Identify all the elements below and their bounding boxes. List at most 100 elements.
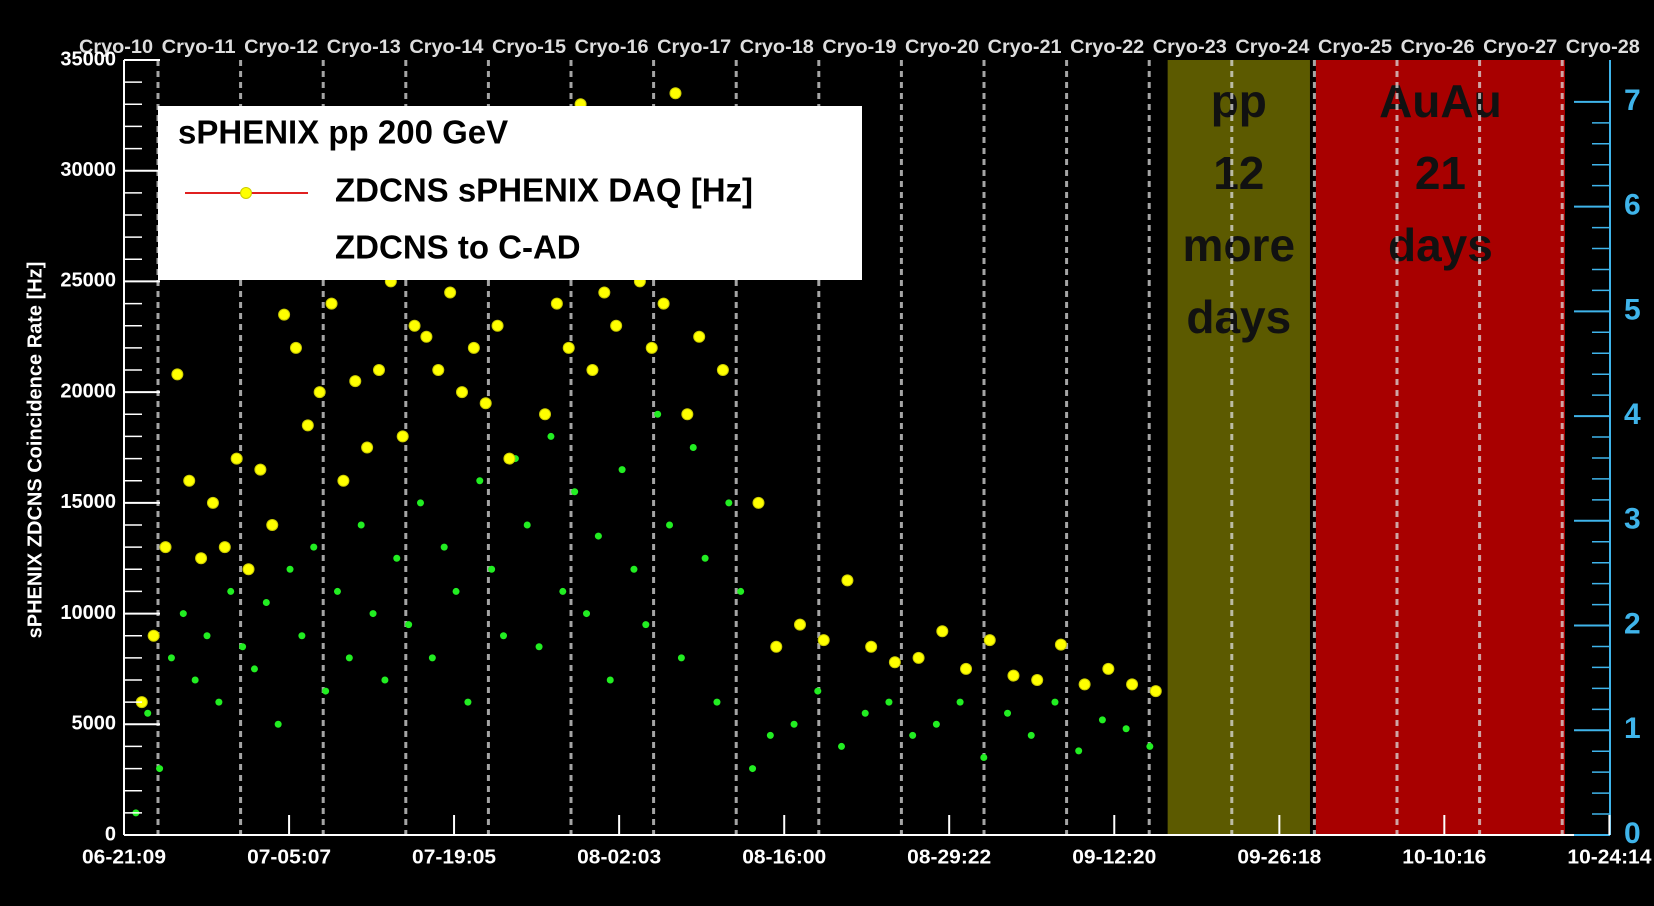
y-tick-label: 35000 xyxy=(60,48,116,70)
point xyxy=(310,543,318,551)
point xyxy=(645,341,658,354)
y2-tick-label: 3 xyxy=(1624,503,1641,536)
point xyxy=(912,651,925,664)
point xyxy=(203,632,211,640)
point xyxy=(1004,709,1012,717)
point xyxy=(440,543,448,551)
point xyxy=(393,554,401,562)
legend-marker xyxy=(240,187,252,199)
point xyxy=(642,621,650,629)
point xyxy=(701,554,709,562)
point xyxy=(610,319,623,332)
point xyxy=(562,341,575,354)
y-axis-label: sPHENIX ZDCNS Coincidence Rate [Hz] xyxy=(24,262,46,639)
regions: pp 12 more days AuAu 21 days xyxy=(1167,60,1565,835)
top-label: Cryo-12 xyxy=(244,37,318,58)
x-tick-label: 07-19:05 xyxy=(412,846,496,868)
top-label: Cryo-18 xyxy=(740,37,814,58)
region-label: days xyxy=(1186,291,1291,343)
point xyxy=(467,341,480,354)
y-tick-label: 0 xyxy=(105,823,116,845)
point xyxy=(325,297,338,310)
point xyxy=(156,765,164,773)
top-label: Cryo-16 xyxy=(575,37,649,58)
legend-label: ZDCNS to C-AD xyxy=(335,229,581,266)
top-label: Cryo-13 xyxy=(327,37,401,58)
legend-title: sPHENIX pp 200 GeV xyxy=(178,114,508,151)
y2-tick-label: 2 xyxy=(1624,607,1641,640)
point xyxy=(666,521,674,529)
point xyxy=(1075,747,1083,755)
top-label: Cryo-26 xyxy=(1401,37,1475,58)
point xyxy=(1031,674,1044,686)
x-tick-label: 08-16:00 xyxy=(742,846,826,868)
point xyxy=(298,632,306,640)
point xyxy=(301,419,314,432)
point xyxy=(455,386,468,399)
point xyxy=(239,643,247,651)
point xyxy=(286,565,294,573)
point xyxy=(1051,698,1059,706)
point xyxy=(1126,678,1139,691)
point xyxy=(885,698,893,706)
point xyxy=(254,463,267,476)
axes: Cryo-10 Cryo-11 Cryo-12 Cryo-13 Cryo-14 Cryo-… xyxy=(60,37,1652,868)
top-label: Cryo-28 xyxy=(1566,37,1640,58)
point xyxy=(262,599,270,606)
x-tick-label: 10-24:14 xyxy=(1567,846,1652,868)
point xyxy=(936,625,949,638)
top-label: Cryo-14 xyxy=(409,37,483,58)
point xyxy=(523,521,531,529)
point xyxy=(500,632,508,640)
point xyxy=(381,676,389,684)
point xyxy=(420,330,433,343)
point xyxy=(227,587,235,595)
point xyxy=(980,754,988,761)
point xyxy=(337,474,350,487)
point xyxy=(583,610,591,618)
point xyxy=(144,709,152,717)
y-tick-label: 25000 xyxy=(60,270,116,292)
point xyxy=(654,410,662,418)
point xyxy=(865,640,878,653)
top-label: Cryo-10 xyxy=(79,37,153,58)
point xyxy=(218,541,231,554)
point xyxy=(559,587,567,595)
point xyxy=(770,640,783,653)
region xyxy=(1315,60,1565,835)
point xyxy=(606,676,614,684)
y2-tick-label: 1 xyxy=(1624,712,1641,745)
point xyxy=(618,466,626,474)
point xyxy=(586,364,599,376)
point xyxy=(250,665,258,673)
region-label: 12 xyxy=(1213,147,1264,199)
top-label: Cryo-27 xyxy=(1483,37,1557,58)
y2-tick-label: 4 xyxy=(1624,398,1641,431)
point xyxy=(159,541,172,554)
point xyxy=(444,286,457,299)
point xyxy=(793,618,806,631)
point xyxy=(333,587,341,595)
point xyxy=(737,587,745,595)
x-tick-label: 09-12:20 xyxy=(1072,846,1156,868)
y-tick-label: 15000 xyxy=(60,491,116,513)
point xyxy=(861,709,869,717)
point xyxy=(539,408,552,421)
point xyxy=(932,720,940,728)
point xyxy=(322,687,330,695)
point xyxy=(681,408,694,421)
point xyxy=(432,364,445,376)
legend-label: ZDCNS sPHENIX DAQ [Hz] xyxy=(335,172,753,209)
point xyxy=(1149,685,1162,698)
point xyxy=(266,519,279,531)
point xyxy=(677,654,685,662)
point xyxy=(1054,638,1067,651)
x-tick-label: 09-26:18 xyxy=(1237,846,1321,868)
point xyxy=(195,552,208,565)
top-label: Cryo-21 xyxy=(988,37,1062,58)
x-tick-label: 08-02:03 xyxy=(577,846,661,868)
region-label: AuAu xyxy=(1379,75,1502,127)
y-tick-label: 5000 xyxy=(72,713,117,735)
point xyxy=(491,319,504,332)
